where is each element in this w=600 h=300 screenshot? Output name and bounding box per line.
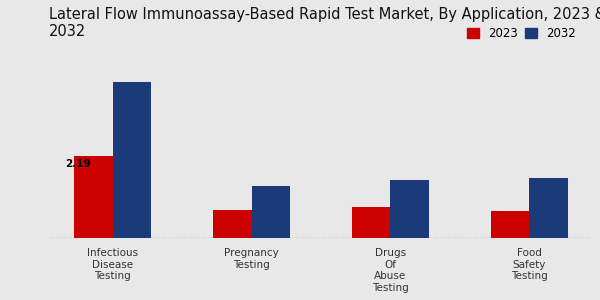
Text: Lateral Flow Immunoassay-Based Rapid Test Market, By Application, 2023 &
2032: Lateral Flow Immunoassay-Based Rapid Tes… — [49, 7, 600, 39]
Legend: 2023, 2032: 2023, 2032 — [467, 27, 576, 40]
Bar — [74, 157, 113, 238]
Bar — [251, 186, 290, 238]
Bar — [529, 178, 568, 238]
Bar — [391, 180, 430, 238]
Bar — [352, 207, 391, 238]
Bar — [212, 210, 251, 238]
Text: 2.19: 2.19 — [65, 160, 91, 170]
Bar — [491, 211, 529, 238]
Bar — [113, 82, 151, 238]
